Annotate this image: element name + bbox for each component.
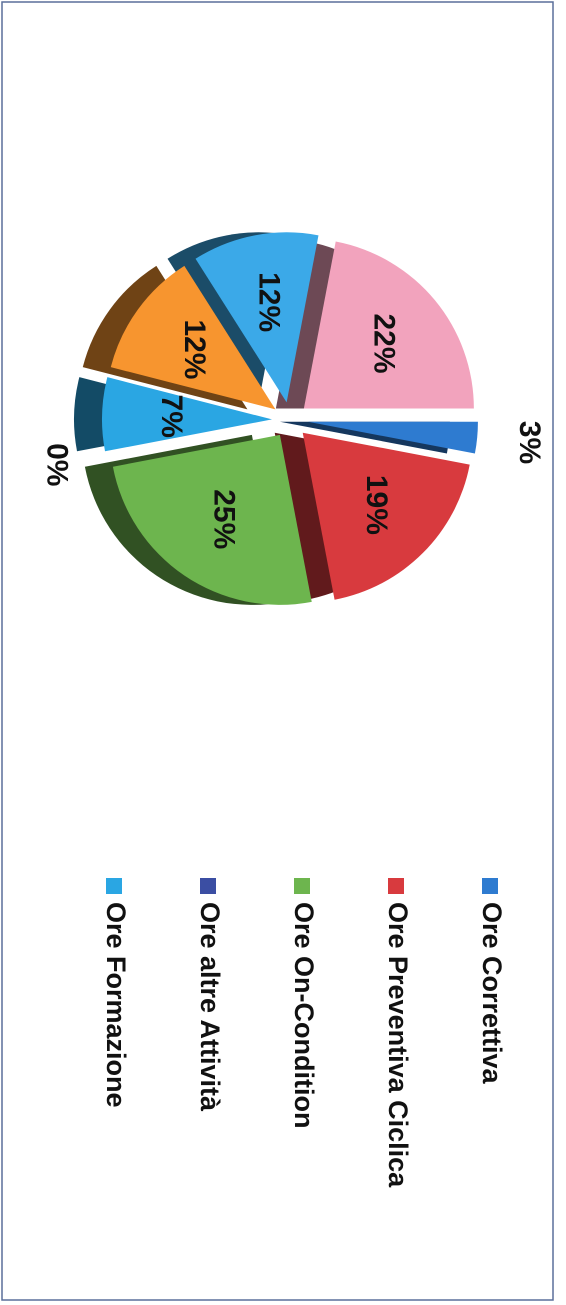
slice [303,241,474,409]
rotated-chart: 3% 19% 25% 0% 7% 12% 12% 22% Ore Correttiva Ore P… [40,232,546,1188]
data-label: 3% [513,421,546,464]
data-label: 7% [155,395,188,438]
legend-label: Ore Correttiva [477,902,507,1085]
legend-swatch [200,878,216,894]
legend-swatch [482,878,498,894]
slice [195,232,319,403]
data-label: 22% [368,313,401,373]
slice [302,432,470,600]
slice [307,421,478,454]
data-label: 0% [40,443,73,486]
data-label: 12% [253,272,286,332]
data-label: 12% [178,319,211,379]
slice [110,265,276,410]
data-label: 25% [208,489,241,549]
legend-label: Ore Preventiva Ciclica [383,902,413,1188]
slice [112,434,312,605]
legend-label: Ore On-Condition [289,902,319,1128]
legend-swatch [106,878,122,894]
legend-swatch [294,878,310,894]
legend-label: Ore altre Attività [195,902,225,1112]
legend-label: Ore Formazione [101,902,131,1108]
frame [1,1,554,1301]
legend-swatch [388,878,404,894]
slice [102,377,273,452]
data-label: 19% [360,475,393,535]
